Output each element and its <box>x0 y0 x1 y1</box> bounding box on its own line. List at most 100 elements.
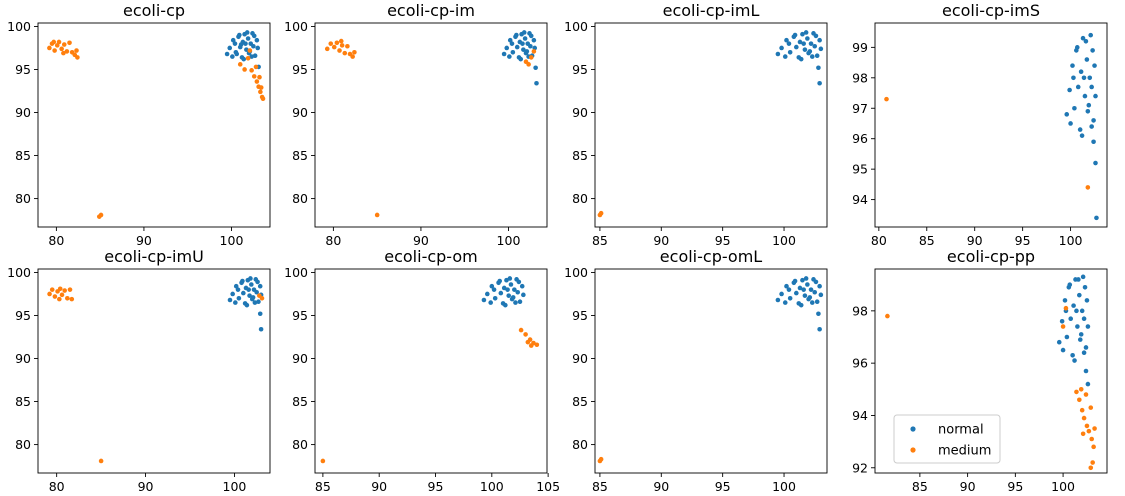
y-tick-label: 94 <box>852 408 868 423</box>
subplot-ecoli-cp-om: ecoli-cp-om 85 90 95 100 105 80 85 90 95 100 <box>284 247 560 494</box>
data-point-normal <box>816 311 821 317</box>
y-tick-label: 95 <box>852 162 868 177</box>
data-point-medium <box>1063 305 1069 311</box>
data-point-normal <box>1083 38 1089 44</box>
x-tick-label: 85 <box>315 479 331 494</box>
data-point-normal <box>1064 112 1070 117</box>
data-point-normal <box>232 41 238 46</box>
x-tick-label: 80 <box>48 233 64 248</box>
data-point-normal <box>1067 87 1072 93</box>
data-point-normal <box>1084 298 1090 303</box>
data-point-normal <box>1091 118 1096 123</box>
data-point-normal <box>1074 45 1080 50</box>
data-point-normal <box>521 47 526 52</box>
data-point-normal <box>246 287 251 292</box>
data-point-normal <box>506 293 512 298</box>
data-point-normal <box>1092 63 1097 68</box>
data-point-normal <box>1078 69 1084 75</box>
data-point-normal <box>1059 319 1065 324</box>
data-point-normal <box>509 41 515 46</box>
data-point-normal <box>252 53 258 59</box>
legend: normal medium <box>893 414 1001 464</box>
x-tick-label: 100 <box>497 233 521 248</box>
data-point-medium <box>75 55 80 60</box>
data-point-normal <box>244 47 249 52</box>
y-tick-label: 85 <box>572 394 588 409</box>
data-point-normal <box>521 292 526 298</box>
data-point-medium <box>884 96 889 102</box>
y-tick-label: 100 <box>7 19 31 34</box>
x-tick-label: 90 <box>371 479 387 494</box>
data-point-medium <box>52 294 58 299</box>
data-point-normal <box>800 31 805 37</box>
data-point-normal <box>1075 324 1080 329</box>
y-tick-label: 96 <box>852 356 868 371</box>
x-tick-label: 90 <box>653 233 669 248</box>
data-point-medium <box>57 296 62 302</box>
data-point-medium <box>1080 431 1086 437</box>
data-point-medium <box>62 288 67 293</box>
data-point-normal <box>245 36 251 41</box>
data-point-medium <box>1085 185 1091 190</box>
data-point-normal <box>512 287 517 292</box>
data-point-normal <box>800 277 805 283</box>
x-tick-label: 95 <box>1007 479 1023 494</box>
data-point-normal <box>1094 215 1099 221</box>
y-tick-label: 100 <box>564 265 588 280</box>
data-point-normal <box>802 47 808 52</box>
data-point-normal <box>1077 337 1083 342</box>
data-point-normal <box>249 282 254 287</box>
data-point-normal <box>241 56 247 62</box>
data-point-normal <box>240 278 245 284</box>
data-point-normal <box>504 45 510 51</box>
data-point-normal <box>236 295 242 301</box>
data-point-normal <box>1067 282 1073 287</box>
data-point-medium <box>345 43 350 49</box>
data-point-medium <box>61 50 66 56</box>
data-point-normal <box>1078 332 1084 337</box>
data-point-normal <box>532 45 538 51</box>
x-tick-label: 95 <box>428 479 444 494</box>
subplot-title: ecoli-cp-imS <box>942 1 1040 20</box>
data-point-normal <box>510 49 516 55</box>
data-point-medium <box>257 293 262 298</box>
data-point-normal <box>501 51 507 57</box>
data-point-medium <box>1088 465 1094 471</box>
data-point-medium <box>57 286 63 292</box>
data-point-medium <box>253 64 259 70</box>
data-point-medium <box>249 68 254 73</box>
data-point-normal <box>230 37 236 43</box>
data-point-normal <box>812 289 818 295</box>
data-point-normal <box>817 37 822 43</box>
y-tick-label: 98 <box>852 70 868 85</box>
subplot-title: ecoli-cp-pp <box>947 247 1035 266</box>
data-point-normal <box>1072 105 1077 111</box>
y-tick-label: 97 <box>852 101 868 116</box>
data-point-medium <box>598 456 604 462</box>
data-point-medium <box>51 39 57 45</box>
x-tick-label: 100 <box>772 479 796 494</box>
data-point-normal <box>257 283 263 289</box>
data-point-normal <box>1071 75 1076 81</box>
data-point-normal <box>516 279 522 285</box>
data-point-normal <box>803 276 809 281</box>
data-point-normal <box>1082 285 1088 290</box>
x-tick-label: 80 <box>325 233 341 248</box>
legend-label-medium: medium <box>938 444 991 459</box>
axes-frame <box>37 268 271 474</box>
data-point-medium <box>339 43 345 48</box>
data-point-normal <box>227 297 233 303</box>
data-point-medium <box>52 48 57 53</box>
data-point-normal <box>814 299 820 305</box>
data-point-normal <box>1056 339 1062 345</box>
data-point-normal <box>1086 102 1092 108</box>
subplot-ecoli-cp-imL: ecoli-cp-imL 85 90 95 100 80 85 90 95 100 <box>564 1 828 248</box>
data-point-medium <box>49 287 55 292</box>
data-point-normal <box>1085 109 1091 114</box>
data-point-normal <box>775 297 781 303</box>
axes-frame <box>594 268 828 474</box>
data-point-normal <box>812 43 818 49</box>
y-tick-label: 100 <box>284 265 308 280</box>
data-point-medium <box>523 332 528 337</box>
